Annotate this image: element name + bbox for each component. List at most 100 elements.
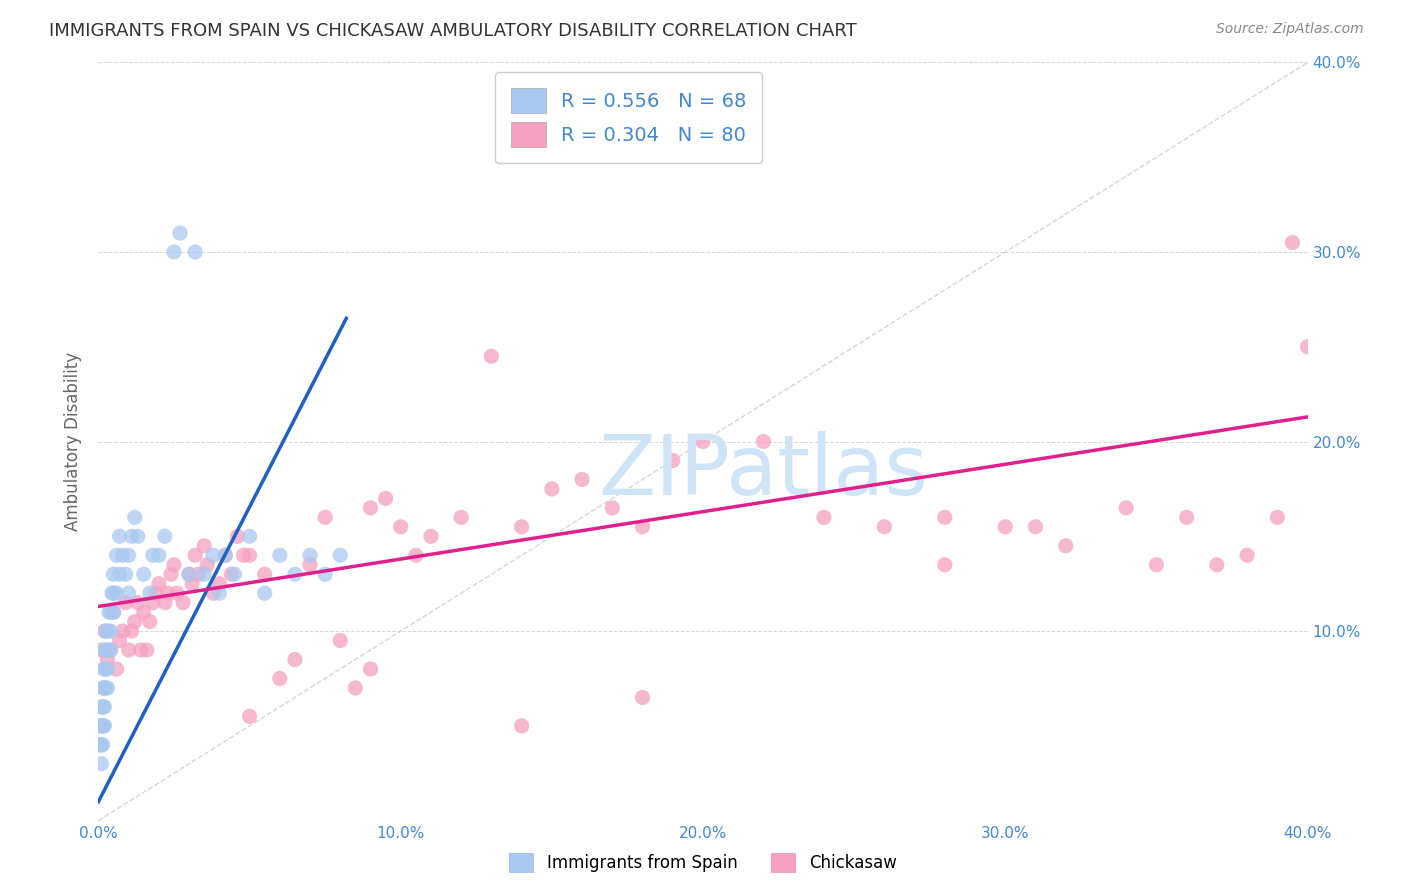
Legend: Immigrants from Spain, Chickasaw: Immigrants from Spain, Chickasaw bbox=[502, 847, 904, 880]
Point bbox=[129, 643, 152, 657]
Point bbox=[360, 500, 382, 515]
Point bbox=[105, 586, 128, 600]
Point bbox=[101, 586, 124, 600]
Point bbox=[118, 548, 141, 563]
Point bbox=[510, 719, 533, 733]
Point bbox=[91, 738, 114, 752]
Point bbox=[179, 567, 201, 582]
Point bbox=[90, 756, 112, 771]
Point bbox=[118, 643, 141, 657]
Point bbox=[93, 699, 115, 714]
Point bbox=[184, 548, 207, 563]
Point bbox=[221, 567, 243, 582]
Point bbox=[208, 586, 231, 600]
Point bbox=[214, 548, 236, 563]
Point bbox=[94, 681, 117, 695]
Point bbox=[111, 548, 134, 563]
Point bbox=[132, 567, 155, 582]
Point bbox=[314, 567, 336, 582]
Point bbox=[132, 605, 155, 619]
Point bbox=[96, 643, 118, 657]
Point bbox=[224, 567, 246, 582]
Point bbox=[103, 586, 125, 600]
Point bbox=[193, 539, 215, 553]
Point bbox=[91, 681, 114, 695]
Point bbox=[214, 548, 236, 563]
Point bbox=[934, 558, 956, 572]
Point bbox=[631, 690, 654, 705]
Point bbox=[253, 586, 276, 600]
Point bbox=[93, 681, 115, 695]
Point bbox=[103, 567, 125, 582]
Point bbox=[90, 738, 112, 752]
Point bbox=[284, 567, 307, 582]
Point bbox=[329, 633, 352, 648]
Point bbox=[89, 738, 111, 752]
Point bbox=[187, 567, 209, 582]
Point bbox=[103, 605, 125, 619]
Point bbox=[153, 596, 176, 610]
Point bbox=[202, 548, 225, 563]
Y-axis label: Ambulatory Disability: Ambulatory Disability bbox=[65, 352, 83, 531]
Point bbox=[239, 709, 262, 723]
Point bbox=[90, 699, 112, 714]
Point bbox=[1281, 235, 1303, 250]
Text: ZIPatlas: ZIPatlas bbox=[599, 432, 928, 512]
Point bbox=[994, 520, 1017, 534]
Point bbox=[142, 596, 165, 610]
Point bbox=[98, 605, 121, 619]
Point bbox=[166, 586, 188, 600]
Point bbox=[661, 453, 683, 467]
Point bbox=[1206, 558, 1229, 572]
Point bbox=[100, 624, 122, 639]
Point bbox=[389, 520, 412, 534]
Point bbox=[181, 576, 204, 591]
Point bbox=[1267, 510, 1289, 524]
Point bbox=[163, 244, 186, 259]
Point bbox=[90, 719, 112, 733]
Point bbox=[873, 520, 896, 534]
Point bbox=[208, 576, 231, 591]
Point bbox=[94, 662, 117, 676]
Point bbox=[90, 719, 112, 733]
Point bbox=[1024, 520, 1046, 534]
Point bbox=[195, 558, 218, 572]
Point bbox=[269, 548, 291, 563]
Point bbox=[169, 226, 191, 240]
Point bbox=[253, 567, 276, 582]
Point bbox=[100, 643, 122, 657]
Point bbox=[1115, 500, 1137, 515]
Point bbox=[124, 615, 146, 629]
Point bbox=[450, 510, 472, 524]
Point bbox=[1144, 558, 1167, 572]
Point bbox=[602, 500, 624, 515]
Point bbox=[111, 624, 134, 639]
Point bbox=[139, 615, 162, 629]
Point bbox=[420, 529, 443, 543]
Point bbox=[179, 567, 201, 582]
Point bbox=[1236, 548, 1258, 563]
Point bbox=[269, 672, 291, 686]
Point bbox=[631, 520, 654, 534]
Point bbox=[100, 605, 122, 619]
Point bbox=[118, 586, 141, 600]
Point bbox=[329, 548, 352, 563]
Point bbox=[571, 473, 593, 487]
Point bbox=[94, 624, 117, 639]
Point bbox=[121, 529, 143, 543]
Point bbox=[232, 548, 254, 563]
Point bbox=[163, 558, 186, 572]
Point bbox=[114, 567, 136, 582]
Point bbox=[481, 349, 503, 363]
Point bbox=[96, 652, 118, 666]
Point bbox=[156, 586, 179, 600]
Point bbox=[172, 596, 194, 610]
Point bbox=[93, 624, 115, 639]
Point bbox=[121, 624, 143, 639]
Text: Source: ZipAtlas.com: Source: ZipAtlas.com bbox=[1216, 22, 1364, 37]
Point bbox=[139, 586, 162, 600]
Point bbox=[239, 529, 262, 543]
Point bbox=[142, 548, 165, 563]
Point bbox=[108, 633, 131, 648]
Point bbox=[145, 586, 167, 600]
